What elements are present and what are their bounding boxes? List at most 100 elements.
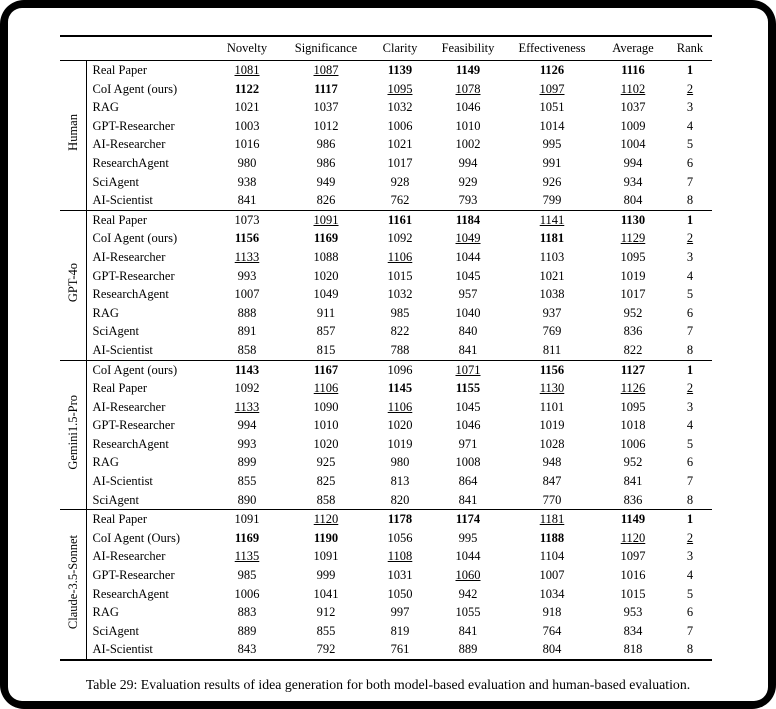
score-cell: 888 [237, 305, 257, 320]
score-cell: 1091 [313, 549, 339, 564]
score-cell: 1060 [455, 568, 481, 583]
rank-cell: 8 [686, 193, 694, 208]
rank-cell: 5 [686, 287, 694, 302]
score-cell: 1106 [387, 249, 413, 264]
table-row: Claude-3.5-Sonnet Real Paper 1091 1120 1178 1… [60, 509, 712, 660]
method-name: ResearchAgent [92, 287, 169, 302]
score-cell: 836 [623, 492, 643, 507]
score-cell: 1012 [313, 118, 339, 133]
score-cell: 799 [542, 193, 562, 208]
score-cell: 1008 [455, 455, 481, 470]
score-cell: 928 [390, 174, 410, 189]
column-header: Feasibility [441, 41, 495, 55]
score-cell: 1032 [387, 100, 413, 115]
score-cell: 1178 [387, 512, 413, 527]
group-label-cell: Gemini1.5-Pro [60, 360, 87, 510]
rank-cell: 5 [686, 436, 694, 451]
table-row: AI-Scientist 855 825 813 864 847 841 7 [60, 472, 712, 491]
score-cell: 1181 [539, 231, 565, 246]
rank-cell: 1 [686, 512, 694, 527]
score-cell: 995 [458, 530, 478, 545]
score-cell: 1017 [387, 155, 413, 170]
score-cell: 948 [542, 455, 562, 470]
score-cell: 1017 [620, 287, 646, 302]
score-cell: 1106 [313, 381, 339, 396]
score-cell: 1016 [620, 568, 646, 583]
table-row: CoI Agent (ours) 1122 1117 1095 1078 1097 1102… [60, 80, 712, 99]
table-row: AI-Researcher 1133 1088 1106 1044 1103 1095 3 [60, 248, 712, 267]
table-row: SciAgent 889 855 819 841 764 834 7 [60, 622, 712, 641]
score-cell: 1096 [387, 362, 413, 377]
table-row: AI-Scientist 841 826 762 793 799 804 8 [60, 191, 712, 210]
score-cell: 995 [542, 137, 562, 152]
rank-cell: 4 [686, 568, 694, 583]
score-cell: 855 [237, 474, 257, 489]
method-name: GPT-Researcher [92, 118, 175, 133]
method-name: Real Paper [92, 381, 148, 396]
method-name: Real Paper [92, 212, 148, 227]
rank-cell: 4 [686, 268, 694, 283]
score-cell: 1045 [455, 268, 481, 283]
score-cell: 1019 [539, 418, 565, 433]
score-cell: 1040 [455, 305, 481, 320]
group-human: Human Real Paper 1081 1087 1139 1149 1126 1116 1… [60, 60, 712, 211]
rank-cell: 6 [686, 455, 694, 470]
score-cell: 1004 [620, 137, 646, 152]
score-cell: 822 [390, 324, 410, 339]
score-cell: 993 [237, 436, 257, 451]
table-row: ResearchAgent 1007 1049 1032 957 1038 1017 5 [60, 285, 712, 304]
score-cell: 1120 [313, 512, 339, 527]
score-cell: 1019 [620, 268, 646, 283]
score-cell: 1015 [620, 586, 646, 601]
score-cell: 1155 [455, 381, 481, 396]
rank-cell: 3 [686, 249, 694, 264]
score-cell: 1006 [387, 118, 413, 133]
score-cell: 994 [458, 155, 478, 170]
score-cell: 997 [390, 605, 410, 620]
score-cell: 1149 [620, 512, 646, 527]
table-row: CoI Agent (ours) 1156 1169 1092 1049 1181 1129… [60, 229, 712, 248]
method-name: RAG [92, 605, 119, 620]
score-cell: 952 [623, 455, 643, 470]
score-cell: 815 [316, 342, 336, 357]
table-row: CoI Agent (Ours) 1169 1190 1056 995 1188 1120 2 [60, 529, 712, 548]
score-cell: 938 [237, 174, 257, 189]
score-cell: 1006 [234, 586, 260, 601]
score-cell: 1133 [234, 249, 260, 264]
score-cell: 1049 [455, 231, 481, 246]
score-cell: 793 [458, 193, 478, 208]
method-name: GPT-Researcher [92, 268, 175, 283]
score-cell: 937 [542, 305, 562, 320]
score-cell: 804 [623, 193, 643, 208]
score-cell: 1045 [455, 399, 481, 414]
score-cell: 1071 [455, 362, 481, 377]
method-name: AI-Scientist [92, 642, 153, 657]
score-cell: 1122 [234, 81, 260, 96]
score-cell: 834 [623, 623, 643, 638]
score-cell: 826 [316, 193, 336, 208]
group-label: Claude-3.5-Sonnet [65, 534, 80, 629]
score-cell: 1181 [539, 512, 565, 527]
score-cell: 1103 [539, 249, 565, 264]
score-cell: 1091 [234, 512, 260, 527]
table-row: AI-Scientist 858 815 788 841 811 822 8 [60, 341, 712, 360]
score-cell: 1130 [539, 381, 565, 396]
group-label: Human [65, 114, 80, 151]
score-cell: 1190 [313, 530, 339, 545]
score-cell: 1009 [620, 118, 646, 133]
score-cell: 911 [316, 305, 336, 320]
score-cell: 1092 [387, 231, 413, 246]
score-cell: 1161 [387, 212, 413, 227]
rank-cell: 3 [686, 399, 694, 414]
method-name: GPT-Researcher [92, 418, 175, 433]
paper-page: Novelty Significance Clarity Feasibility Eff… [8, 8, 768, 701]
method-name: SciAgent [92, 324, 140, 339]
score-cell: 1038 [539, 287, 565, 302]
score-cell: 1010 [313, 418, 339, 433]
score-cell: 1014 [539, 118, 565, 133]
score-cell: 1127 [620, 362, 646, 377]
score-cell: 1002 [455, 137, 481, 152]
score-cell: 804 [542, 642, 562, 657]
method-name: SciAgent [92, 492, 140, 507]
score-cell: 1156 [234, 231, 260, 246]
